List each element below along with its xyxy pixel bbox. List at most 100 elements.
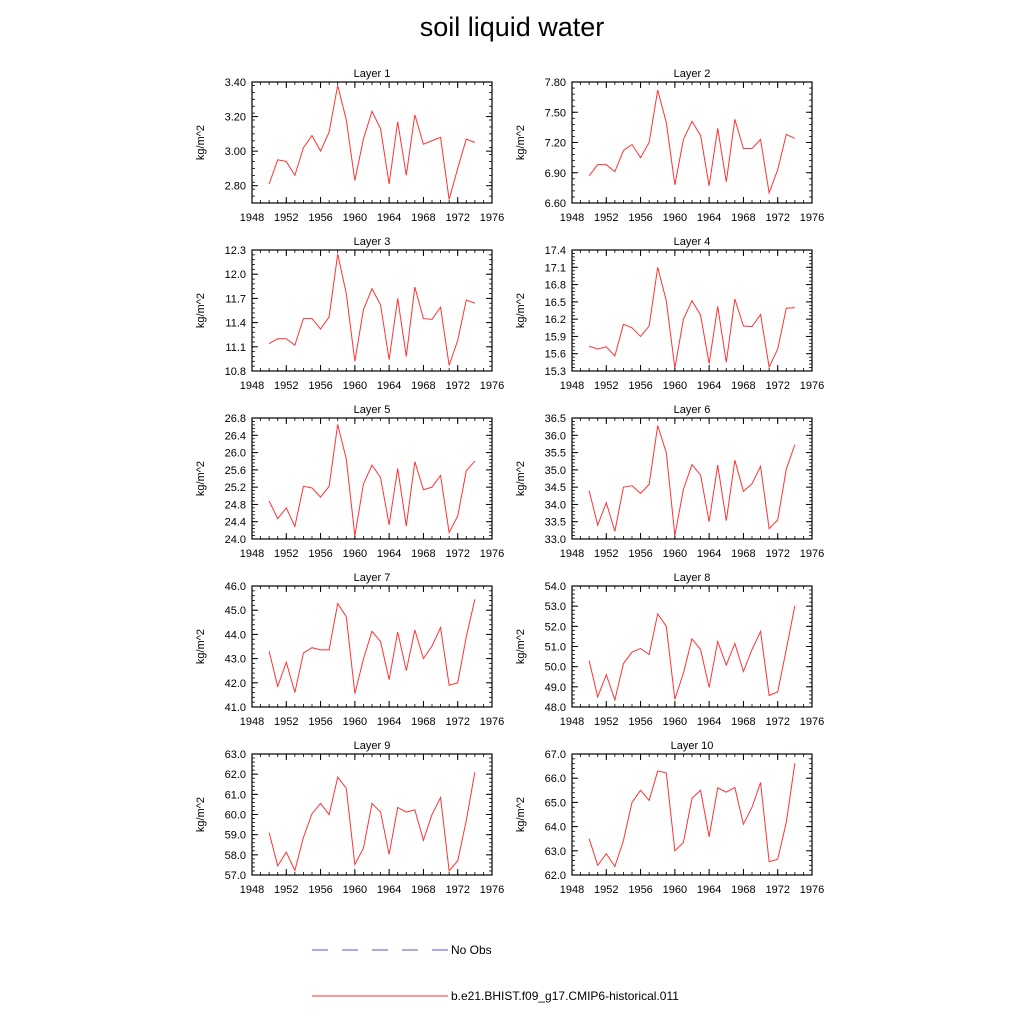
x-tick-label: 1972 [765,380,789,392]
series-line [268,772,476,873]
plot-frame [571,585,813,708]
x-tick-label: 1952 [274,212,298,224]
panel-title: Layer 4 [674,236,711,248]
x-tick-label: 1948 [240,212,264,224]
x-tick-label: 1964 [697,884,721,896]
y-axis-label: kg/m^2 [515,293,527,328]
y-tick-label: 43.0 [225,654,246,666]
panel-title: Layer 6 [674,404,711,416]
y-tick-label: 54.0 [545,581,566,593]
y-tick-label: 48.0 [545,702,566,714]
series-line [588,763,796,868]
x-tick-label: 1948 [560,380,584,392]
x-tick-label: 1964 [377,212,401,224]
x-tick-label: 1968 [411,380,435,392]
y-tick-label: 50.0 [545,662,566,674]
x-tick-label: 1968 [731,716,755,728]
chart-panel: Layer 5 kg/m^2 1948 1952 1956 1960 1964 1968 197… [195,404,504,560]
x-tick-label: 1952 [594,212,618,224]
series-line [268,85,476,200]
x-tick-label: 1972 [765,212,789,224]
x-tick-label: 1964 [377,548,401,560]
x-tick-label: 1972 [445,212,469,224]
y-tick-label: 6.60 [545,198,566,210]
y-tick-label: 60.0 [225,810,246,822]
x-tick-label: 1968 [731,212,755,224]
y-tick-label: 15.6 [545,349,566,361]
x-tick-label: 1976 [800,716,824,728]
x-tick-label: 1972 [765,548,789,560]
y-axis-label: kg/m^2 [195,125,207,160]
y-tick-label: 53.0 [545,601,566,613]
y-axis-label: kg/m^2 [195,293,207,328]
x-tick-label: 1972 [445,884,469,896]
x-tick-label: 1968 [411,716,435,728]
x-tick-label: 1964 [377,380,401,392]
y-axis-label: kg/m^2 [515,125,527,160]
x-tick-label: 1956 [628,548,652,560]
x-tick-label: 1952 [274,380,298,392]
y-tick-label: 3.40 [225,77,246,89]
x-tick-label: 1964 [697,212,721,224]
chart-panel: Layer 10 kg/m^2 1948 1952 1956 1960 1964 1968 19… [515,740,824,896]
x-tick-label: 1956 [628,884,652,896]
y-tick-label: 2.80 [225,181,246,193]
x-tick-label: 1964 [697,548,721,560]
chart-panel: Layer 6 kg/m^2 1948 1952 1956 1960 1964 1968 197… [515,404,824,560]
y-tick-label: 24.0 [225,534,246,546]
chart-panel: Layer 2 kg/m^2 1948 1952 1956 1960 1964 1968 197… [515,68,824,224]
x-tick-label: 1960 [343,716,367,728]
x-tick-label: 1948 [560,212,584,224]
x-tick-label: 1968 [731,548,755,560]
plot-frame [251,753,493,876]
y-tick-label: 61.0 [225,789,246,801]
x-tick-label: 1968 [411,884,435,896]
y-tick-label: 46.0 [225,581,246,593]
panel-title: Layer 7 [354,572,391,584]
x-tick-label: 1952 [594,380,618,392]
x-tick-label: 1968 [731,884,755,896]
y-tick-label: 24.4 [225,517,246,529]
panel-title: Layer 1 [354,68,391,80]
y-tick-label: 34.5 [545,482,566,494]
y-tick-label: 17.4 [545,245,566,257]
y-tick-label: 34.0 [545,499,566,511]
y-tick-label: 41.0 [225,702,246,714]
x-tick-label: 1976 [800,884,824,896]
x-tick-label: 1952 [594,716,618,728]
y-tick-label: 59.0 [225,830,246,842]
chart-panel: Layer 4 kg/m^2 1948 1952 1956 1960 1964 1968 197… [515,236,824,392]
y-tick-label: 11.7 [225,293,246,305]
y-tick-label: 25.6 [225,465,246,477]
chart-panel: Layer 9 kg/m^2 1948 1952 1956 1960 1964 1968 197… [195,740,504,896]
x-tick-label: 1968 [411,212,435,224]
x-tick-label: 1948 [560,716,584,728]
figure-title: soil liquid water [419,12,605,42]
plot-frame [571,249,813,372]
panel-title: Layer 9 [354,740,391,752]
y-tick-label: 16.8 [545,280,566,292]
y-tick-label: 67.0 [545,749,566,761]
x-tick-label: 1968 [411,548,435,560]
x-tick-label: 1968 [731,380,755,392]
legend: No Obs b.e21.BHIST.f09_g17.CMIP6-historic… [312,943,679,1003]
x-tick-label: 1948 [240,884,264,896]
x-tick-label: 1972 [445,716,469,728]
x-tick-label: 1976 [480,884,504,896]
y-tick-label: 66.0 [545,773,566,785]
x-tick-label: 1972 [445,380,469,392]
y-tick-label: 12.0 [225,269,246,281]
panel-title: Layer 5 [354,404,391,416]
x-tick-label: 1956 [308,212,332,224]
y-tick-label: 65.0 [545,797,566,809]
y-tick-label: 42.0 [225,678,246,690]
x-tick-label: 1976 [480,212,504,224]
chart-panel: Layer 1 kg/m^2 1948 1952 1956 1960 1964 1968 197… [195,68,504,224]
y-tick-label: 3.20 [225,112,246,124]
x-tick-label: 1948 [240,716,264,728]
y-tick-label: 35.0 [545,465,566,477]
x-tick-label: 1976 [480,380,504,392]
x-tick-label: 1956 [628,212,652,224]
y-tick-label: 62.0 [225,769,246,781]
y-tick-label: 26.4 [225,430,246,442]
